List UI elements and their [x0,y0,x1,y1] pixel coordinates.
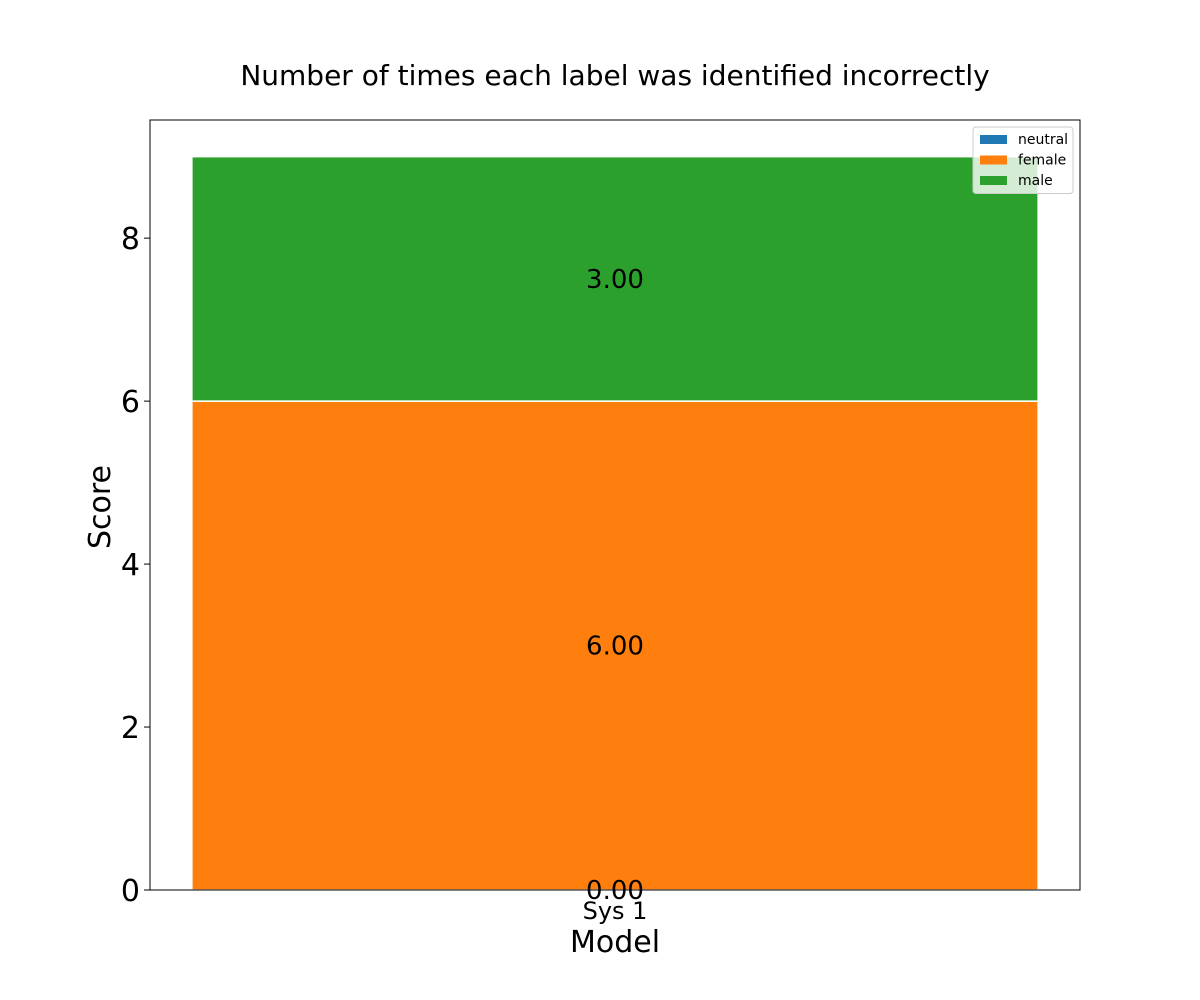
y-axis: 0 2 4 6 8 [121,222,150,909]
data-label-female-0: 6.00 [586,632,644,662]
x-axis: Sys 1 [583,890,648,925]
bar-stack [191,155,1039,891]
x-tick-label-0: Sys 1 [583,897,648,925]
bar-male-0 [191,155,1039,402]
legend-label-female: female [1018,153,1066,169]
y-tick-label-4: 8 [121,222,140,257]
data-label-male-0: 3.00 [586,265,644,295]
y-axis-label: Score [83,465,118,549]
y-tick-label-2: 4 [121,548,140,583]
bar-female-0 [191,400,1039,891]
legend-swatch-female [980,155,1007,165]
legend-swatch-male [980,176,1007,185]
y-tick-label-0: 0 [121,874,140,909]
x-axis-label: Model [570,925,660,960]
legend-swatch-neutral [980,135,1007,144]
legend: neutral female male [972,126,1074,194]
legend-label-male: male [1018,173,1053,189]
y-tick-label-3: 6 [121,385,140,420]
y-tick-label-1: 2 [121,711,140,746]
legend-label-neutral: neutral [1018,132,1068,148]
chart-title: Number of times each label was identifie… [240,59,989,92]
